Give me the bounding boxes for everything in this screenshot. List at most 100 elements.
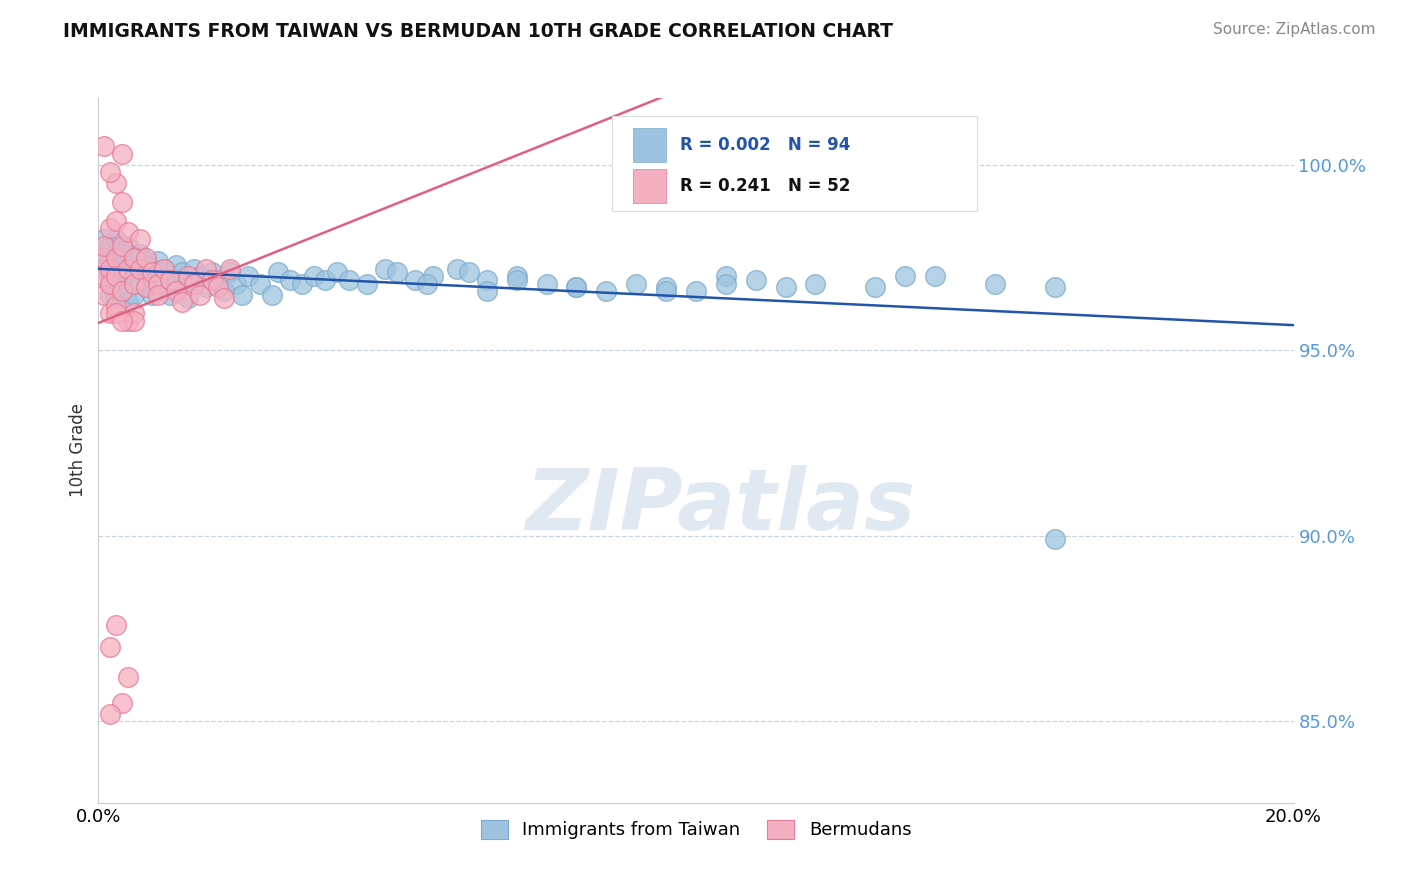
Point <box>105 292 128 306</box>
Text: Source: ZipAtlas.com: Source: ZipAtlas.com <box>1212 22 1375 37</box>
Point <box>714 269 737 284</box>
Point <box>385 265 409 279</box>
Point <box>124 251 146 265</box>
Point <box>98 165 122 179</box>
Point <box>98 265 122 279</box>
Point <box>714 277 737 291</box>
Point <box>315 273 337 287</box>
Point <box>339 273 361 287</box>
Point <box>124 277 146 291</box>
Point <box>105 261 128 276</box>
Point <box>626 277 648 291</box>
Point <box>188 287 211 301</box>
Point <box>105 299 128 313</box>
Point <box>129 277 152 291</box>
Point <box>565 280 588 294</box>
Point <box>195 280 218 294</box>
Point <box>148 273 170 287</box>
Point <box>201 265 224 279</box>
Point <box>117 280 139 294</box>
Point <box>326 265 349 279</box>
Point <box>111 258 134 272</box>
Point <box>506 273 529 287</box>
Point <box>207 273 229 287</box>
Text: IMMIGRANTS FROM TAIWAN VS BERMUDAN 10TH GRADE CORRELATION CHART: IMMIGRANTS FROM TAIWAN VS BERMUDAN 10TH … <box>63 22 893 41</box>
Point <box>111 696 134 710</box>
Point <box>207 280 229 294</box>
Point <box>98 277 122 291</box>
Point <box>148 277 170 291</box>
Point <box>183 277 205 291</box>
Point <box>422 269 444 284</box>
Point <box>105 213 128 227</box>
Point <box>98 706 122 721</box>
Point <box>291 277 314 291</box>
Point <box>148 254 170 268</box>
Point <box>804 277 827 291</box>
FancyBboxPatch shape <box>613 116 977 211</box>
Point <box>565 280 588 294</box>
Point <box>446 261 468 276</box>
Point <box>129 232 152 246</box>
Point <box>105 251 128 265</box>
Point <box>111 239 134 253</box>
FancyBboxPatch shape <box>633 128 666 161</box>
Point <box>124 313 146 327</box>
Point <box>93 287 115 301</box>
Point <box>105 177 128 191</box>
Point <box>177 269 200 284</box>
Point <box>153 261 176 276</box>
Point <box>148 287 170 301</box>
Point <box>117 261 139 276</box>
Point <box>93 251 115 265</box>
Point <box>117 313 139 327</box>
Point <box>195 261 218 276</box>
Point <box>260 287 283 301</box>
Point <box>124 306 146 320</box>
Point <box>655 284 678 298</box>
Point <box>135 280 157 294</box>
Point <box>404 273 426 287</box>
FancyBboxPatch shape <box>633 169 666 203</box>
Point <box>302 269 325 284</box>
Point <box>153 261 176 276</box>
Point <box>595 284 617 298</box>
Point <box>111 251 134 265</box>
Point <box>117 225 139 239</box>
Point <box>141 287 163 301</box>
Point <box>506 269 529 284</box>
Point <box>236 269 259 284</box>
Point <box>183 261 205 276</box>
Point <box>984 277 1007 291</box>
Point <box>98 277 122 291</box>
Point <box>105 269 128 284</box>
Point <box>267 265 290 279</box>
Point <box>745 273 768 287</box>
Point <box>165 284 187 298</box>
Y-axis label: 10th Grade: 10th Grade <box>69 403 87 498</box>
Point <box>172 295 194 310</box>
Point <box>775 280 797 294</box>
Point <box>201 273 224 287</box>
Point <box>894 269 917 284</box>
Point <box>117 261 139 276</box>
Point <box>111 247 134 261</box>
Text: R = 0.241   N = 52: R = 0.241 N = 52 <box>681 177 851 195</box>
Point <box>172 265 194 279</box>
Point <box>124 251 146 265</box>
Point <box>117 295 139 310</box>
Point <box>98 239 122 253</box>
Point <box>135 258 157 272</box>
Point <box>278 273 301 287</box>
Point <box>159 269 181 284</box>
Point <box>105 617 128 632</box>
Point <box>98 640 122 654</box>
Point <box>124 269 146 284</box>
Point <box>124 251 146 265</box>
Point <box>219 265 242 279</box>
Point <box>93 239 115 253</box>
Point <box>117 670 139 684</box>
Point <box>536 277 558 291</box>
Point <box>188 269 211 284</box>
Point <box>98 221 122 235</box>
